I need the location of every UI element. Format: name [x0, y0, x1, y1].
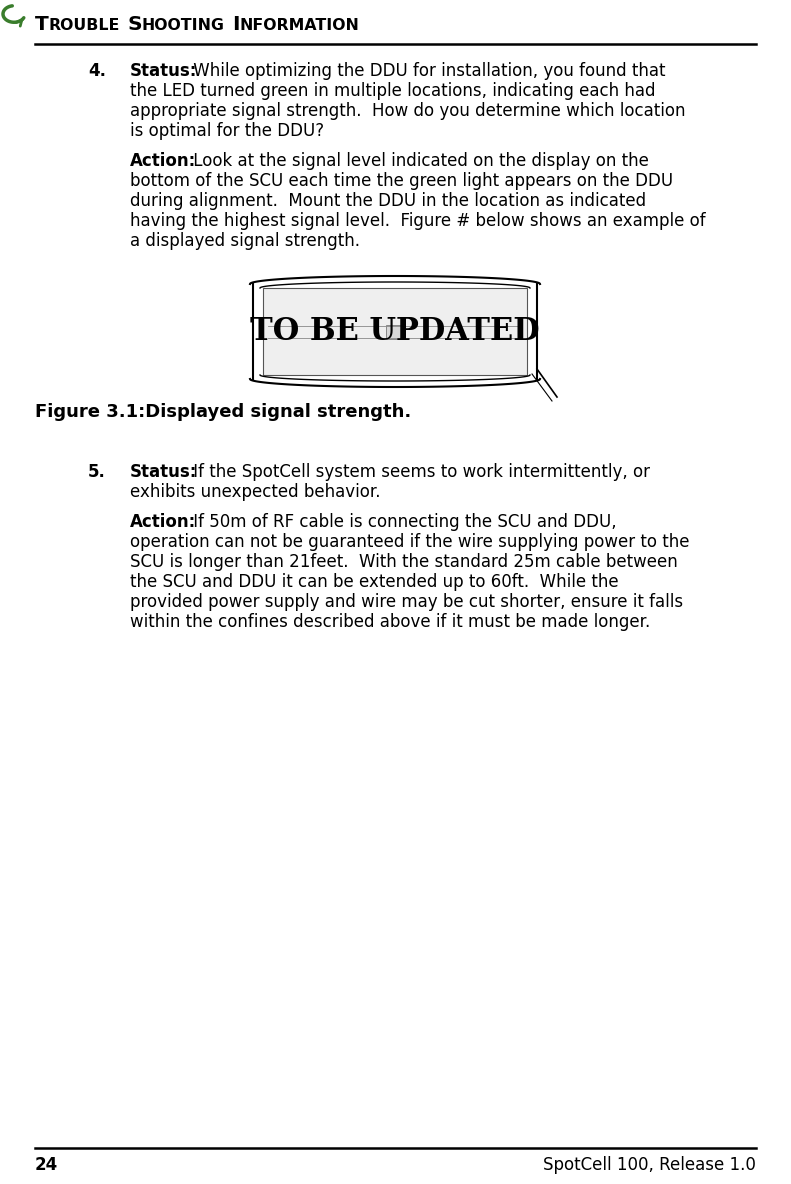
Text: bottom of the SCU each time the green light appears on the DDU: bottom of the SCU each time the green li…: [130, 172, 673, 189]
Text: the LED turned green in multiple locations, indicating each had: the LED turned green in multiple locatio…: [130, 82, 656, 99]
Text: Action:: Action:: [130, 513, 196, 530]
Text: appropriate signal strength.  How do you determine which location: appropriate signal strength. How do you …: [130, 102, 686, 120]
Text: during alignment.  Mount the DDU in the location as indicated: during alignment. Mount the DDU in the l…: [130, 192, 646, 210]
Text: SCU is longer than 21feet.  With the standard 25m cable between: SCU is longer than 21feet. With the stan…: [130, 553, 678, 571]
Text: Look at the signal level indicated on the display on the: Look at the signal level indicated on th…: [188, 152, 649, 170]
Text: 4.: 4.: [88, 62, 106, 81]
Text: Figure 3.1:Displayed signal strength.: Figure 3.1:Displayed signal strength.: [35, 403, 411, 422]
Text: HOOTING: HOOTING: [142, 18, 225, 33]
Polygon shape: [263, 288, 527, 375]
Text: If 50m of RF cable is connecting the SCU and DDU,: If 50m of RF cable is connecting the SCU…: [188, 513, 617, 530]
Text: NFORMATION: NFORMATION: [239, 18, 359, 33]
Text: 24: 24: [35, 1156, 59, 1175]
Text: the SCU and DDU it can be extended up to 60ft.  While the: the SCU and DDU it can be extended up to…: [130, 573, 619, 591]
Text: Status:: Status:: [130, 62, 198, 81]
Text: While optimizing the DDU for installation, you found that: While optimizing the DDU for installatio…: [188, 62, 665, 81]
Text: a displayed signal strength.: a displayed signal strength.: [130, 232, 360, 250]
Text: is optimal for the DDU?: is optimal for the DDU?: [130, 122, 324, 140]
Text: ROUBLE: ROUBLE: [49, 18, 120, 33]
Text: SpotCell 100, Release 1.0: SpotCell 100, Release 1.0: [543, 1156, 756, 1175]
Polygon shape: [386, 324, 404, 339]
Text: operation can not be guaranteed if the wire supplying power to the: operation can not be guaranteed if the w…: [130, 533, 690, 551]
Text: Status:: Status:: [130, 463, 198, 481]
Text: TO BE UPDATED: TO BE UPDATED: [250, 316, 539, 347]
Text: provided power supply and wire may be cut shorter, ensure it falls: provided power supply and wire may be cu…: [130, 593, 683, 611]
Text: S: S: [127, 15, 142, 34]
Text: I: I: [232, 15, 239, 34]
Text: exhibits unexpected behavior.: exhibits unexpected behavior.: [130, 483, 380, 501]
Text: If the SpotCell system seems to work intermittently, or: If the SpotCell system seems to work int…: [188, 463, 650, 481]
Text: T: T: [35, 15, 49, 34]
Text: Action:: Action:: [130, 152, 196, 170]
Text: within the confines described above if it must be made longer.: within the confines described above if i…: [130, 613, 650, 631]
Text: 5.: 5.: [88, 463, 106, 481]
Text: having the highest signal level.  Figure # below shows an example of: having the highest signal level. Figure …: [130, 212, 706, 230]
